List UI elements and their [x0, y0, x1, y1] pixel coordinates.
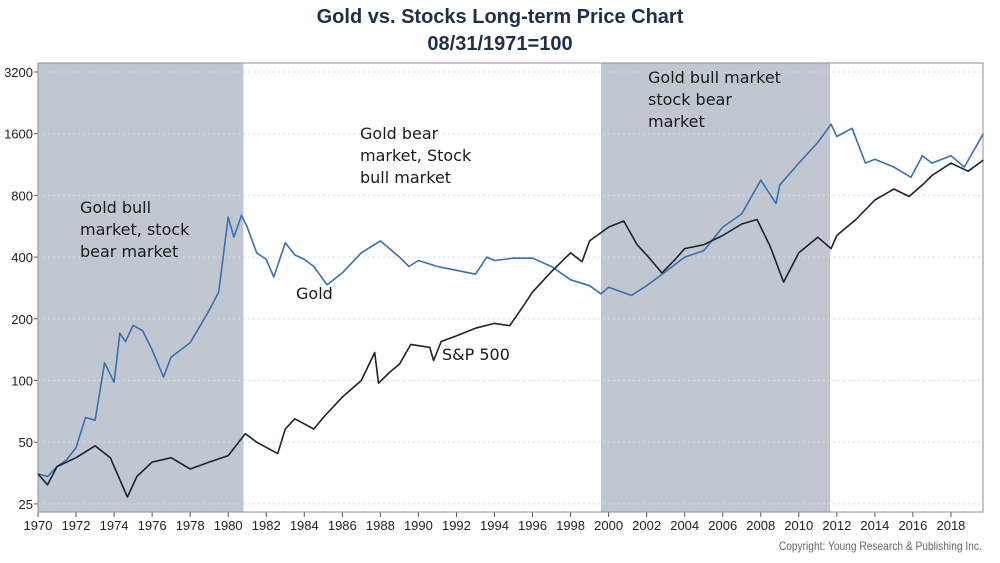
x-tick-label: 1974 [100, 518, 129, 533]
x-tick-label: 2012 [822, 518, 851, 533]
y-tick-label: 1600 [4, 127, 33, 142]
series-line-sp500 [37, 159, 984, 498]
x-tick-label: 2010 [784, 518, 813, 533]
x-tick-label: 1990 [404, 518, 433, 533]
x-tick-label: 1984 [290, 518, 319, 533]
x-tick-label: 1982 [252, 518, 281, 533]
chart-title: Gold vs. Stocks Long-term Price Chart [316, 6, 684, 28]
x-tick-label: 2004 [670, 518, 699, 533]
x-tick-label: 2018 [936, 518, 965, 533]
shaded-period-1 [600, 63, 831, 512]
y-tick-label: 400 [11, 250, 33, 265]
x-tick-label: 1978 [176, 518, 205, 533]
annotation-gold-bear: Gold bear market, Stock bull market [360, 124, 472, 187]
x-tick-label: 2008 [746, 518, 775, 533]
x-tick-label: 2002 [632, 518, 661, 533]
label-sp500: S&P 500 [442, 345, 510, 364]
x-tick-label: 2014 [860, 518, 889, 533]
copyright: Copyright: Young Research & Publishing I… [778, 539, 982, 553]
x-tick-label: 1988 [366, 518, 395, 533]
plot-frame [37, 62, 984, 513]
y-tick-label: 25 [19, 497, 33, 512]
x-tick-label: 1972 [62, 518, 91, 533]
series-line-gold [37, 123, 984, 478]
x-tick-label: 2006 [708, 518, 737, 533]
chart-subtitle: 08/31/1971=100 [427, 33, 573, 55]
y-tick-label: 200 [11, 312, 33, 327]
x-tick-label: 1994 [480, 518, 509, 533]
y-tick-label: 3200 [4, 65, 33, 80]
annotation-gold-bull-1970s: Gold bull market, stock bear market [80, 198, 190, 261]
y-tick-label: 800 [11, 188, 33, 203]
y-tick-label: 50 [19, 435, 33, 450]
y-tick-label: 100 [11, 374, 33, 389]
shaded-period-0 [38, 63, 244, 512]
x-tick-label: 1976 [138, 518, 167, 533]
x-tick-label: 1970 [24, 518, 53, 533]
x-tick-label: 1998 [556, 518, 585, 533]
x-tick-label: 1996 [518, 518, 547, 533]
x-tick-label: 2016 [898, 518, 927, 533]
x-tick-label: 1992 [442, 518, 471, 533]
x-tick-label: 1980 [214, 518, 243, 533]
x-tick-label: 1986 [328, 518, 357, 533]
annotation-gold-bull-2000s: Gold bull market stock bear market [648, 68, 781, 131]
x-tick-label: 2000 [594, 518, 623, 533]
label-gold: Gold [296, 284, 333, 303]
